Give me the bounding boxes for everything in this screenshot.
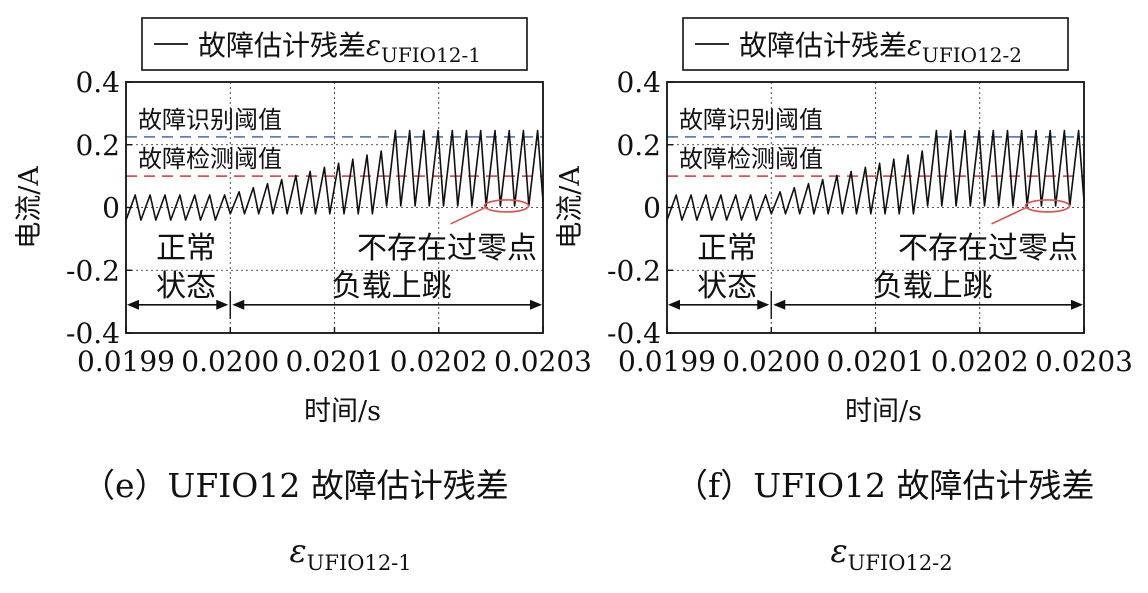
- arrow-normal-head-right: [216, 299, 229, 310]
- zero-region-ellipse: [483, 199, 530, 213]
- x-tick-label: 0.0203: [494, 345, 592, 378]
- x-tick-label: 0.0202: [390, 345, 488, 378]
- y-tick-label: -0.2: [66, 254, 120, 287]
- caption-label: （f）UFIO12 故障估计残差: [675, 466, 1095, 505]
- arrow-load-head-left: [773, 299, 786, 310]
- arrow-load-head-right: [530, 299, 542, 310]
- legend-box: [682, 17, 1069, 71]
- legend-box: [141, 17, 528, 71]
- x-axis-title: 时间/s: [304, 396, 381, 427]
- legend-symbol: ε: [366, 29, 381, 62]
- x-tick-label: 0.0200: [181, 345, 279, 378]
- annotation-no-zero-crossing: 不存在过零点: [357, 231, 537, 266]
- x-tick-label: 0.0203: [1035, 345, 1133, 378]
- caption-epsilon: ε: [290, 532, 307, 570]
- legend-text-main: 故障估计残差: [739, 29, 907, 62]
- threshold-label-detect: 故障检测阈值: [138, 145, 282, 173]
- y-tick-label: 0.2: [75, 129, 120, 162]
- arrow-normal-head-left: [668, 299, 680, 310]
- caption-subscript: UFIO12-1: [307, 551, 412, 575]
- caption-symbol: εUFIO12-2: [831, 532, 953, 575]
- x-tick-label: 0.0201: [827, 345, 925, 378]
- caption-epsilon: ε: [831, 532, 848, 570]
- annotation-load-step: 负载上跳: [332, 269, 452, 304]
- residual-line: [666, 129, 1085, 221]
- y-tick-label: 0: [102, 192, 120, 225]
- y-tick-label: 0.2: [616, 129, 661, 162]
- legend-label: 故障估计残差εUFIO12-1: [198, 29, 481, 67]
- chart-f: 0.0199 0.0200 0.0201 0.0202 0.0203 0.4 0.2 0 -0.…: [555, 17, 1133, 575]
- threshold-label-detect: 故障检测阈值: [679, 145, 823, 173]
- chart-e: 0.0199 0.0200 0.0201 0.0202 0.0203 0.4 0.2 0 -0.…: [14, 17, 592, 575]
- y-tick-label: 0.4: [616, 66, 661, 99]
- legend-subscript: UFIO12-2: [922, 43, 1022, 67]
- arrow-normal-head-right: [757, 299, 770, 310]
- residual-line: [125, 129, 544, 221]
- caption-label: （e）UFIO12 故障估计残差: [82, 466, 509, 505]
- x-tick-label: 0.0199: [618, 345, 716, 378]
- threshold-label-identify: 故障识别阈值: [138, 106, 282, 134]
- y-tick-label: -0.4: [607, 317, 661, 350]
- x-tick-label: 0.0199: [77, 345, 175, 378]
- legend-text-main: 故障估计残差: [198, 29, 366, 62]
- annotation-load-step: 负载上跳: [873, 269, 993, 304]
- threshold-label-identify: 故障识别阈值: [679, 106, 823, 134]
- y-tick-label: 0: [643, 192, 661, 225]
- arrow-normal-head-left: [127, 299, 139, 310]
- legend-symbol: ε: [907, 29, 922, 62]
- annotation-normal-line2: 状态: [156, 269, 216, 304]
- annotation-normal-line2: 状态: [697, 269, 757, 304]
- annotation-normal-line1: 正常: [156, 231, 216, 266]
- y-tick-label: 0.4: [75, 66, 120, 99]
- x-tick-label: 0.0200: [722, 345, 820, 378]
- legend-label: 故障估计残差εUFIO12-2: [739, 29, 1022, 67]
- y-axis-title: 电流/A: [555, 166, 586, 249]
- zero-region-pointer: [991, 207, 1026, 225]
- y-tick-label: -0.4: [66, 317, 120, 350]
- zero-region-ellipse: [1024, 199, 1071, 213]
- caption-subscript: UFIO12-2: [848, 551, 953, 575]
- arrow-load-head-left: [232, 299, 245, 310]
- annotation-normal-line1: 正常: [697, 231, 757, 266]
- arrow-load-head-right: [1071, 299, 1083, 310]
- caption-symbol: εUFIO12-1: [290, 532, 412, 575]
- x-tick-label: 0.0201: [286, 345, 384, 378]
- y-axis-title: 电流/A: [14, 166, 45, 249]
- x-tick-label: 0.0202: [931, 345, 1029, 378]
- x-axis-title: 时间/s: [845, 396, 922, 427]
- zero-region-pointer: [450, 207, 485, 225]
- y-tick-label: -0.2: [607, 254, 661, 287]
- legend-subscript: UFIO12-1: [381, 43, 481, 67]
- annotation-no-zero-crossing: 不存在过零点: [898, 231, 1078, 266]
